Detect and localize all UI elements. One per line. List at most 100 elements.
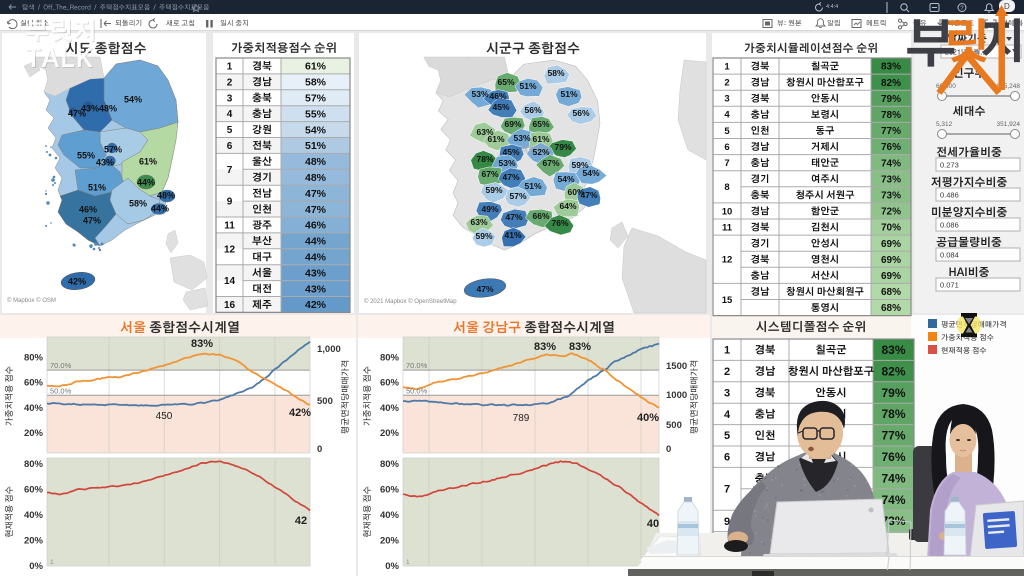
svg-text:69%: 69% xyxy=(881,271,901,282)
svg-text:40%: 40% xyxy=(24,403,44,414)
svg-text:12: 12 xyxy=(224,244,236,255)
svg-text:20%: 20% xyxy=(380,428,400,439)
svg-text:69%: 69% xyxy=(881,255,901,266)
svg-text:74%: 74% xyxy=(881,471,905,485)
svg-text:4: 4 xyxy=(227,109,233,120)
svg-text:40%: 40% xyxy=(380,403,400,414)
svg-text:51%: 51% xyxy=(88,183,106,193)
svg-text:54%: 54% xyxy=(124,95,142,105)
svg-text:47%: 47% xyxy=(305,188,327,200)
svg-text:57%: 57% xyxy=(509,191,526,201)
svg-text:11: 11 xyxy=(224,220,235,231)
svg-text:5: 5 xyxy=(724,430,730,442)
svg-text:6: 6 xyxy=(724,142,729,153)
svg-text:5,312: 5,312 xyxy=(936,121,953,128)
svg-text:11: 11 xyxy=(722,222,733,233)
svg-text:51%: 51% xyxy=(305,140,327,152)
svg-text:80%: 80% xyxy=(380,459,400,470)
svg-text:43%: 43% xyxy=(81,104,99,114)
svg-text:58%: 58% xyxy=(305,77,327,89)
svg-text:47%: 47% xyxy=(580,190,597,200)
svg-text:© Mapbox © OSM: © Mapbox © OSM xyxy=(7,297,56,304)
svg-text:68%: 68% xyxy=(881,287,901,298)
svg-text:83%: 83% xyxy=(569,341,591,353)
svg-text:64%: 64% xyxy=(559,201,576,211)
svg-text:?: ? xyxy=(960,6,964,12)
svg-text:1000: 1000 xyxy=(666,390,687,401)
svg-text:46%: 46% xyxy=(489,91,506,101)
svg-text:0%: 0% xyxy=(385,561,399,572)
svg-text:78%: 78% xyxy=(881,407,905,421)
svg-text:73%: 73% xyxy=(881,190,901,201)
svg-text:60%: 60% xyxy=(24,485,44,496)
svg-text:53%: 53% xyxy=(513,133,530,143)
svg-text:58%: 58% xyxy=(129,199,147,209)
svg-text:59%: 59% xyxy=(475,231,492,241)
svg-text:500: 500 xyxy=(317,396,333,407)
svg-text:43%: 43% xyxy=(305,267,327,279)
svg-text:45%: 45% xyxy=(492,102,509,112)
svg-text:76%: 76% xyxy=(551,218,568,228)
svg-text:47%: 47% xyxy=(476,284,493,294)
svg-text:40%: 40% xyxy=(24,510,44,521)
svg-text:76%: 76% xyxy=(881,450,905,464)
svg-text:56%: 56% xyxy=(524,105,541,115)
svg-text:54%: 54% xyxy=(582,168,599,178)
svg-text:0.084: 0.084 xyxy=(940,251,959,260)
svg-text:855,248: 855,248 xyxy=(997,83,1021,90)
svg-text:0.486: 0.486 xyxy=(940,191,959,200)
svg-text:20%: 20% xyxy=(380,536,400,547)
svg-text:0.071: 0.071 xyxy=(940,281,959,290)
svg-text:2: 2 xyxy=(724,366,730,378)
svg-text:42%: 42% xyxy=(68,277,86,287)
svg-text:83%: 83% xyxy=(881,62,901,73)
svg-text:44%: 44% xyxy=(305,236,327,248)
svg-text:57%: 57% xyxy=(305,93,327,105)
svg-text:82%: 82% xyxy=(881,78,901,89)
svg-text:59%: 59% xyxy=(571,160,588,170)
svg-text:50.0%: 50.0% xyxy=(50,386,72,395)
svg-text:46%: 46% xyxy=(305,220,327,232)
svg-text:7: 7 xyxy=(227,165,233,176)
svg-text:67%: 67% xyxy=(481,169,498,179)
svg-text:69%: 69% xyxy=(881,239,901,250)
svg-text:60%: 60% xyxy=(380,485,400,496)
svg-text:61%: 61% xyxy=(139,157,157,167)
svg-text:0%: 0% xyxy=(29,561,43,572)
svg-text:69%: 69% xyxy=(504,119,521,129)
svg-text:80%: 80% xyxy=(24,459,44,470)
svg-text:14: 14 xyxy=(224,276,236,287)
svg-text:0: 0 xyxy=(317,444,322,455)
svg-text:5: 5 xyxy=(227,125,233,136)
svg-text:7: 7 xyxy=(724,158,729,169)
svg-text:57%: 57% xyxy=(104,145,122,155)
svg-text:5: 5 xyxy=(724,126,730,137)
svg-text:56%: 56% xyxy=(572,108,589,118)
svg-text:48%: 48% xyxy=(305,156,327,168)
svg-text:78%: 78% xyxy=(476,154,493,164)
svg-text:0: 0 xyxy=(666,444,671,455)
svg-text:79%: 79% xyxy=(881,386,905,400)
svg-text:44%: 44% xyxy=(151,204,169,214)
svg-text:40: 40 xyxy=(647,518,659,530)
svg-text:15: 15 xyxy=(722,295,733,306)
svg-text:74%: 74% xyxy=(881,493,905,507)
svg-text:4:4:4: 4:4:4 xyxy=(826,4,838,10)
svg-text:65%: 65% xyxy=(532,119,549,129)
svg-text:53%: 53% xyxy=(471,89,488,99)
svg-text:53%: 53% xyxy=(498,158,515,168)
svg-text:40%: 40% xyxy=(380,510,400,521)
svg-text:77%: 77% xyxy=(881,126,901,137)
svg-text:70%: 70% xyxy=(881,223,901,234)
svg-text:50.0%: 50.0% xyxy=(406,386,428,395)
svg-text:63%: 63% xyxy=(476,127,493,137)
svg-text:70.0%: 70.0% xyxy=(50,361,72,370)
svg-text:55%: 55% xyxy=(305,108,327,120)
svg-text:0.086: 0.086 xyxy=(940,221,959,230)
svg-text:10: 10 xyxy=(722,206,733,217)
svg-text:42: 42 xyxy=(295,515,307,527)
svg-text:42%: 42% xyxy=(305,299,327,311)
svg-text:D: D xyxy=(1004,2,1010,11)
svg-text:4: 4 xyxy=(724,409,731,421)
svg-text:0.273: 0.273 xyxy=(940,161,959,170)
